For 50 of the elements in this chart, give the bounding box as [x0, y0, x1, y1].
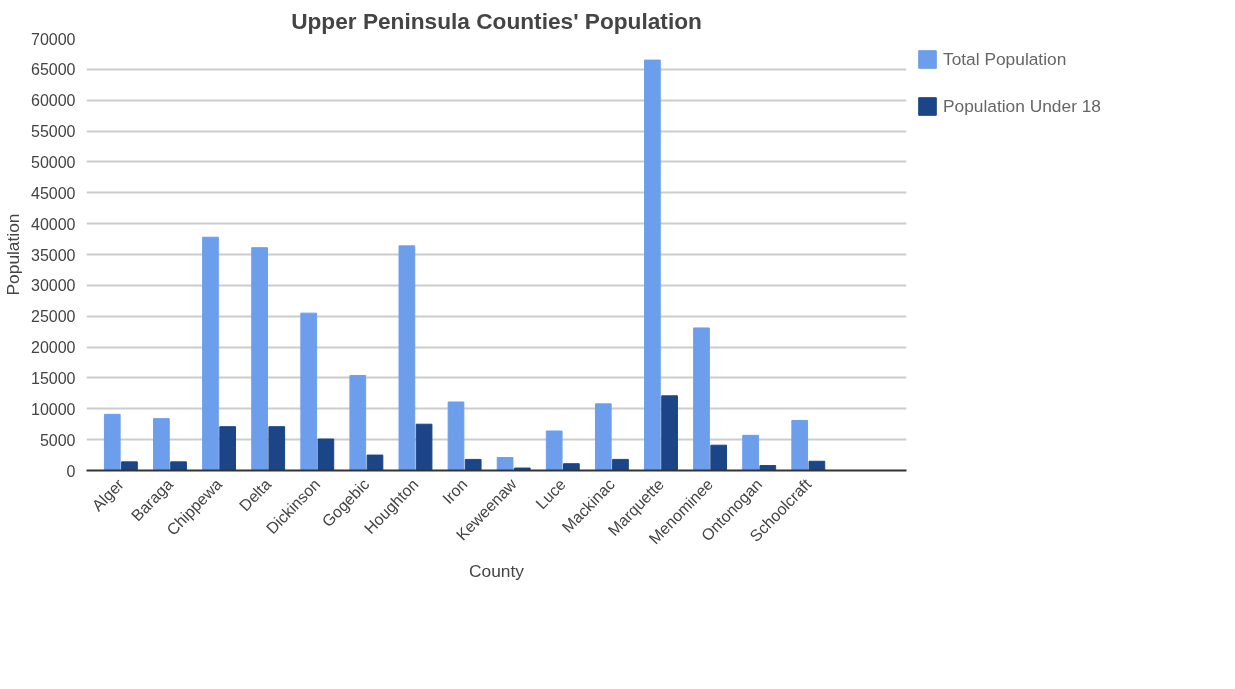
legend-label: Total Population	[943, 48, 1067, 70]
bar	[545, 430, 563, 471]
bar	[202, 236, 219, 471]
bar	[398, 245, 416, 471]
bar	[349, 374, 367, 471]
y-tick-label: 20000	[31, 339, 76, 357]
y-tick-label: 45000	[31, 184, 76, 202]
bar	[170, 461, 187, 471]
bar	[317, 438, 335, 471]
bar	[268, 426, 286, 471]
bar	[644, 59, 661, 471]
y-tick-label: 55000	[31, 123, 76, 141]
bar	[612, 458, 629, 471]
y-tick-label: 25000	[31, 308, 76, 326]
bar	[121, 461, 138, 471]
y-tick-label: 65000	[31, 61, 76, 79]
y-tick-label: 40000	[31, 215, 76, 233]
y-tick-label: 50000	[31, 153, 76, 171]
bar	[759, 465, 777, 471]
bar	[366, 454, 384, 471]
y-tick-label: 30000	[31, 277, 76, 295]
y-tick-label: 15000	[31, 369, 76, 387]
bar	[742, 434, 759, 471]
chart-title: Upper Peninsula Counties' Population	[291, 7, 702, 34]
bar	[710, 444, 728, 471]
y-tick-label: 10000	[31, 400, 76, 418]
bar	[447, 401, 465, 471]
bar	[513, 467, 531, 471]
legend-label: Population Under 18	[943, 95, 1101, 117]
bar	[594, 403, 612, 471]
bar	[251, 247, 268, 471]
y-tick-label: 60000	[31, 92, 76, 110]
y-tick-label: 5000	[39, 431, 76, 449]
bar	[153, 418, 170, 471]
y-tick-label: 70000	[31, 30, 76, 48]
bar	[693, 327, 710, 471]
bar	[808, 460, 826, 471]
y-axis-title: Population	[3, 213, 24, 296]
bar	[464, 458, 482, 471]
bar	[103, 413, 121, 471]
y-tick-label: 35000	[31, 246, 76, 264]
y-tick-label: 0	[66, 462, 76, 480]
bar	[661, 395, 678, 471]
bar	[300, 312, 318, 471]
bar	[219, 426, 237, 471]
x-axis-title: County	[469, 561, 525, 582]
bar	[415, 423, 433, 471]
bar	[496, 457, 514, 471]
bar	[563, 463, 580, 471]
bar	[791, 420, 809, 471]
